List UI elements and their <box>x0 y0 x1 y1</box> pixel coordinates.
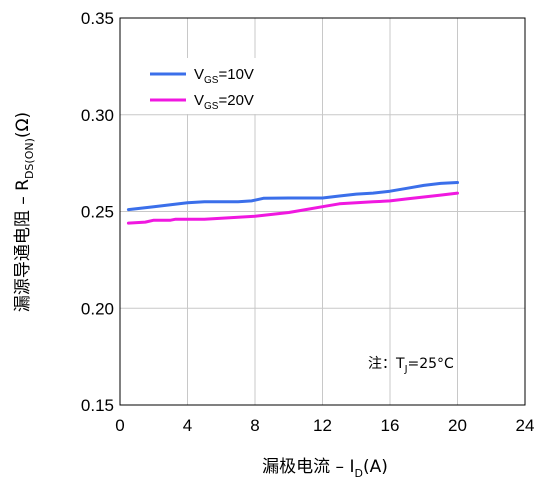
temperature-note: 注：TJ=25°C <box>368 356 454 375</box>
legend-label-1: VGS=10V <box>194 66 254 86</box>
x-tick-label: 20 <box>448 416 467 435</box>
legend-label-main: V <box>194 66 204 83</box>
svg-text:注：TJ=25°C: 注：TJ=25°C <box>368 356 454 375</box>
y-tick-label: 0.35 <box>81 9 114 28</box>
x-axis-label-tail: (A) <box>363 457 388 477</box>
y-tick-label: 0.30 <box>81 106 114 125</box>
y-axis-label: 漏源导通电阻 – RDS(ON)(Ω) <box>13 112 36 312</box>
legend-label-tail: =10V <box>218 66 253 83</box>
y-axis-ticks: 0.15 0.20 0.25 0.30 0.35 <box>81 9 114 415</box>
y-tick-label: 0.25 <box>81 203 114 222</box>
x-tick-label: 16 <box>381 416 400 435</box>
legend-label-main: V <box>194 92 204 109</box>
y-tick-label: 0.20 <box>81 299 114 318</box>
x-axis-ticks: 0 4 8 12 16 20 24 <box>115 416 534 435</box>
x-axis-label-main: 漏极电流 – I <box>262 457 354 477</box>
legend-label-2: VGS=20V <box>194 92 254 112</box>
x-tick-label: 12 <box>313 416 332 435</box>
y-axis-label-sub: DS(ON) <box>23 138 36 179</box>
legend-box <box>140 58 275 114</box>
note-tail: =25°C <box>408 356 455 372</box>
x-axis-label: 漏极电流 – ID(A) <box>262 457 388 480</box>
x-tick-label: 4 <box>183 416 192 435</box>
y-axis-label-tail: (Ω) <box>13 112 33 138</box>
series-line-1 <box>126 181 459 212</box>
plot-frame <box>119 17 526 406</box>
legend-label-sub: GS <box>204 101 219 112</box>
x-tick-label: 8 <box>250 416 259 435</box>
note-sub: J <box>404 364 408 375</box>
note-prefix: 注：T <box>368 356 405 372</box>
y-tick-label: 0.15 <box>81 396 114 415</box>
y-axis-label-main: 漏源导通电阻 – R <box>13 179 33 312</box>
legend-label-sub: GS <box>204 75 219 86</box>
legend-label-tail: =20V <box>218 92 253 109</box>
x-tick-label: 24 <box>516 416 535 435</box>
series-layer <box>126 181 459 225</box>
x-axis-label-sub: D <box>354 467 362 480</box>
series-line-2 <box>126 191 459 225</box>
x-tick-label: 0 <box>115 416 124 435</box>
